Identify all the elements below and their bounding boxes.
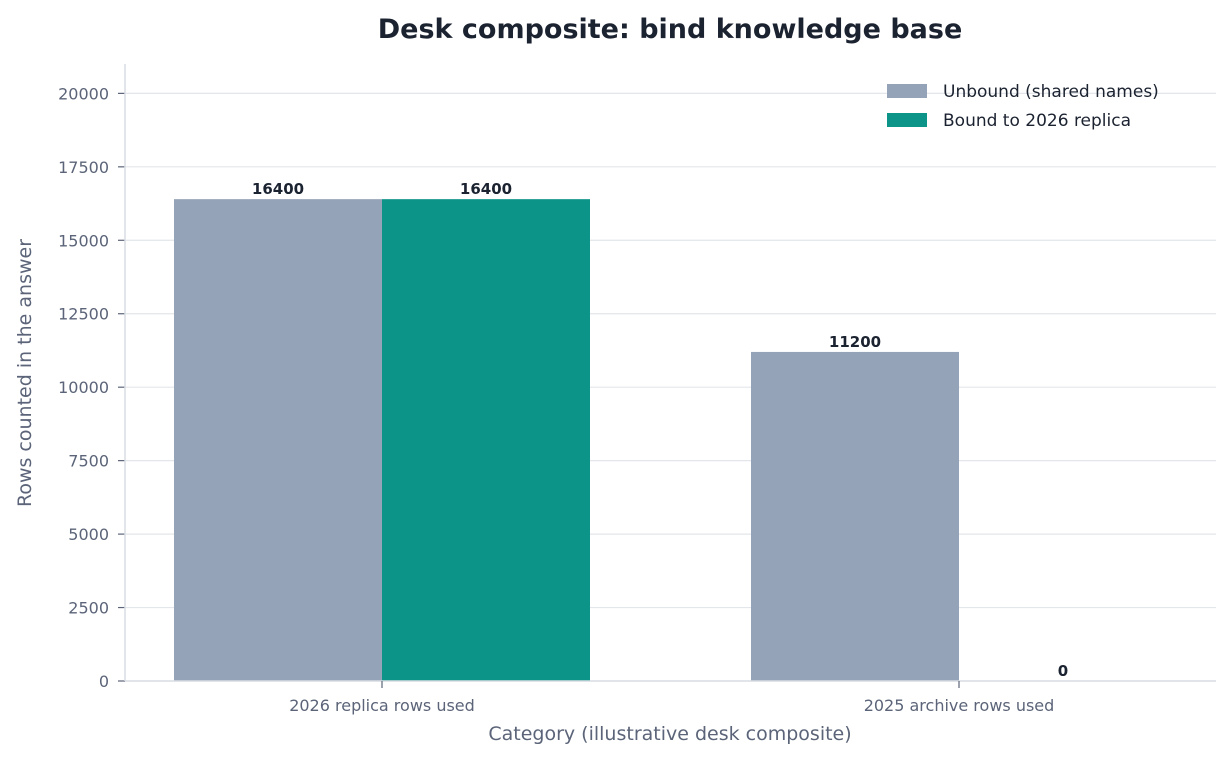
y-tick-label: 0 — [99, 672, 109, 691]
x-tick-label: 2025 archive rows used — [864, 696, 1055, 715]
y-tick-label: 20000 — [58, 84, 109, 103]
y-tick-label: 12500 — [58, 305, 109, 324]
legend-label: Unbound (shared names) — [943, 82, 1159, 102]
y-axis-label: Rows counted in the answer — [14, 239, 36, 507]
y-tick-label: 10000 — [58, 378, 109, 397]
bar-value-label: 11200 — [829, 333, 881, 351]
bar — [382, 199, 590, 681]
bar — [174, 199, 382, 681]
legend-swatch — [887, 113, 927, 127]
y-tick-label: 15000 — [58, 231, 109, 250]
legend-swatch — [887, 84, 927, 98]
axes: 0 2500 5000 7500 10000 12500 15000 17500 20000 20… — [58, 64, 1216, 715]
x-axis-label: Category (illustrative desk composite) — [488, 723, 851, 745]
chart-title: Desk composite: bind knowledge base — [378, 14, 963, 45]
legend: Unbound (shared names) Bound to 2026 repl… — [887, 82, 1159, 131]
y-tick-label: 7500 — [68, 452, 109, 471]
bars — [174, 199, 959, 681]
y-tick-label: 17500 — [58, 158, 109, 177]
bar — [751, 351, 959, 681]
bar-value-label: 0 — [1058, 662, 1068, 680]
x-tick-label: 2026 replica rows used — [289, 696, 475, 715]
bar-value-label: 16400 — [252, 180, 304, 198]
y-tick-label: 2500 — [68, 599, 109, 618]
y-tick-label: 5000 — [68, 525, 109, 544]
legend-label: Bound to 2026 replica — [943, 111, 1131, 131]
bar-value-label: 16400 — [460, 180, 512, 198]
bar-value-labels: 16400 16400 11200 0 — [252, 180, 1068, 680]
